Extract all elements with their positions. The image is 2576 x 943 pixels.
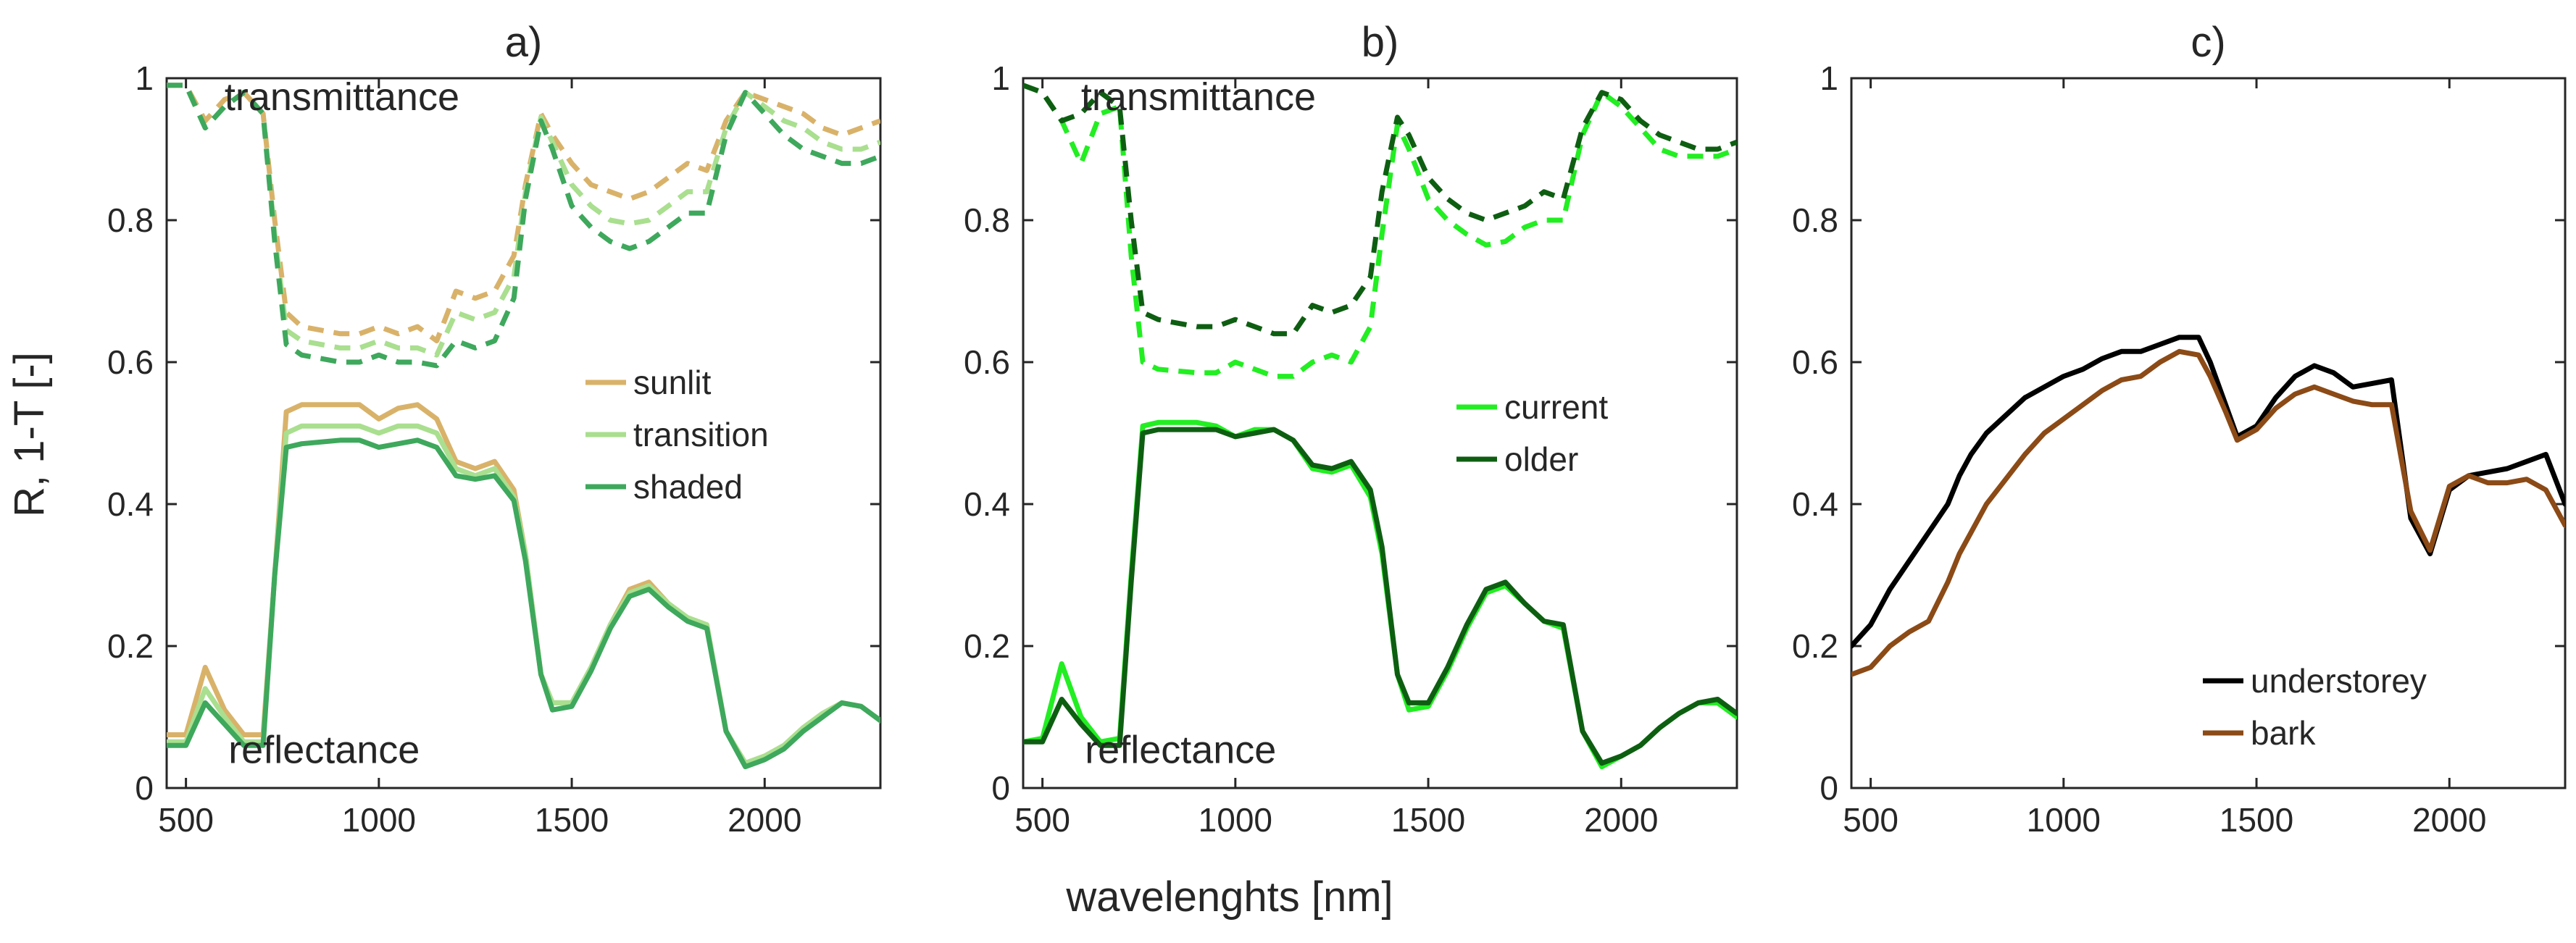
legend-label-older: older: [1504, 440, 1578, 478]
annotation-transmittance: transmittance: [225, 75, 459, 119]
panel-a-xtick-label: 2000: [728, 801, 801, 839]
panel-b-title: b): [1362, 19, 1399, 66]
y-axis-label: R, 1-T [-]: [6, 352, 53, 517]
panel-b-ytick-label: 0: [991, 769, 1010, 807]
panel-c-ytick-label: 0.2: [1792, 627, 1838, 665]
legend-label-transition: transition: [633, 416, 769, 453]
panel-a-ytick-label: 0.6: [107, 343, 154, 381]
legend-label-understorey: understorey: [2251, 662, 2427, 700]
panel-a-series-group: [167, 83, 880, 770]
panel-a-ytick-label: 0.2: [107, 627, 154, 665]
panel-c-ytick-label: 0.4: [1792, 485, 1838, 523]
panel-b-xtick-label: 500: [1014, 801, 1070, 839]
panel-b-ytick-label: 0.4: [964, 485, 1010, 523]
panel-c-xtick-label: 2000: [2412, 801, 2486, 839]
panel-c-xtick-label: 1000: [2027, 801, 2101, 839]
panel-b-xtick-label: 1000: [1199, 801, 1272, 839]
legend-label-current: current: [1504, 388, 1608, 426]
legend-label-sunlit: sunlit: [633, 364, 712, 401]
panel-c-title: c): [2191, 19, 2225, 66]
legend-label-bark: bark: [2251, 714, 2316, 752]
panel-b-ytick-label: 0.2: [964, 627, 1010, 665]
series-older-transmittance-line: [1023, 83, 1737, 337]
panel-b-xtick-label: 2000: [1584, 801, 1658, 839]
annotation-reflectance: reflectance: [1085, 729, 1276, 772]
panel-b-ytick-label: 1: [991, 59, 1010, 97]
annotation-transmittance: transmittance: [1081, 75, 1316, 119]
panel-a-ytick-label: 0.4: [107, 485, 154, 523]
panel-c-ytick-label: 1: [1820, 59, 1838, 97]
panel-c-xtick-label: 1500: [2219, 801, 2293, 839]
panel-a-ytick-label: 1: [135, 59, 154, 97]
panel-b-ytick-label: 0.6: [964, 343, 1010, 381]
panel-c-axes-box: [1850, 77, 2567, 789]
series-bark-reflectance-line: [1851, 348, 2565, 677]
panel-b-ytick-label: 0.8: [964, 201, 1010, 239]
series-shaded-transmittance-line: [167, 83, 880, 369]
panel-c-xtick-label: 500: [1843, 801, 1898, 839]
series-shaded-reflectance-line: [167, 437, 880, 770]
panel-c-series-group: [1851, 335, 2565, 677]
panel-a-title: a): [505, 19, 543, 66]
panel-b-xtick-label: 1500: [1391, 801, 1465, 839]
panel-a-xtick-label: 1000: [342, 801, 416, 839]
annotation-reflectance: reflectance: [228, 729, 420, 772]
panel-c-ytick-label: 0: [1820, 769, 1838, 807]
series-older-reflectance-line: [1023, 427, 1737, 766]
panel-a-ytick-label: 0.8: [107, 201, 154, 239]
panel-a-ytick-label: 0: [135, 769, 154, 807]
panel-b-series-group: [1023, 83, 1737, 770]
x-axis-label: wavelenghts [nm]: [1065, 873, 1393, 921]
panel-c-ytick-label: 0.8: [1792, 201, 1838, 239]
panel-c-ytick-label: 0.6: [1792, 343, 1838, 381]
panel-a-xtick-label: 500: [158, 801, 214, 839]
panel-b-axes-box: [1022, 77, 1738, 789]
series-understorey-reflectance-line: [1851, 335, 2565, 649]
legend-label-shaded: shaded: [633, 468, 743, 506]
series-current-transmittance-line: [1023, 83, 1737, 380]
panel-a-axes-box: [165, 77, 882, 789]
panel-a-xtick-label: 1500: [535, 801, 609, 839]
